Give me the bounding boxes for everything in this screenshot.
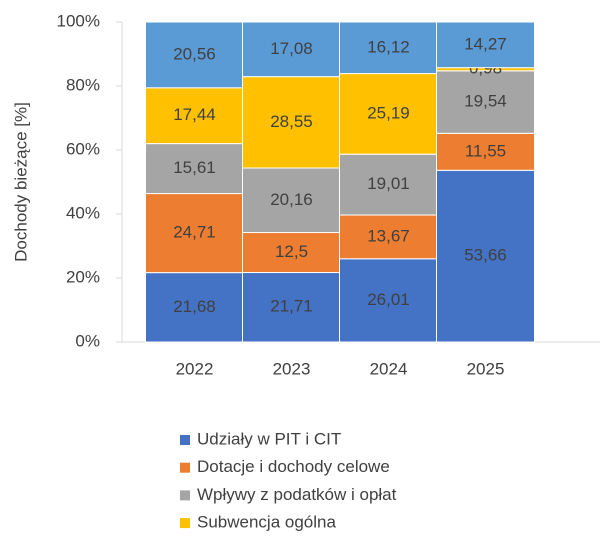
y-tick-label: 40% — [66, 203, 100, 222]
bar-segment — [339, 258, 438, 343]
legend-swatch — [180, 518, 190, 529]
bar-segment — [436, 70, 535, 134]
bar-segment — [436, 21, 535, 69]
data-label: 28,55 — [270, 112, 313, 131]
data-label: 26,01 — [367, 290, 410, 309]
data-label: 15,61 — [173, 158, 216, 177]
data-label: 19,01 — [367, 174, 410, 193]
y-tick-label: 80% — [66, 75, 100, 94]
data-label: 12,5 — [275, 242, 308, 261]
y-tick-label: 20% — [66, 267, 100, 286]
data-label: 21,68 — [173, 297, 216, 316]
bar-segment — [436, 132, 535, 171]
y-tick-label: 0% — [75, 331, 100, 350]
data-label: 17,44 — [173, 105, 216, 124]
bar-segment — [242, 167, 341, 234]
data-label: 13,67 — [367, 226, 410, 245]
legend-swatch — [180, 462, 190, 473]
x-tick-label: 2024 — [370, 359, 408, 378]
data-label: 20,16 — [270, 190, 313, 209]
legend-swatch — [180, 435, 190, 445]
data-label: 21,71 — [270, 297, 313, 316]
x-tick-label: 2025 — [467, 359, 505, 378]
data-label: 16,12 — [367, 37, 410, 56]
legend-label: Dotacje i dochody celowe — [197, 457, 390, 476]
legend-label: Wpływy z podatków i opłat — [197, 485, 397, 504]
data-label: 53,66 — [464, 246, 507, 265]
bar-segment — [339, 153, 438, 216]
x-tick-label: 2023 — [273, 359, 311, 378]
x-tick-label: 2022 — [176, 359, 214, 378]
legend-label: Subwencja ogólna — [197, 513, 336, 532]
bar-segment — [242, 76, 341, 169]
bar-segment — [339, 214, 438, 260]
legend-swatch — [180, 490, 190, 501]
y-axis-title: Dochody bieżące [%] — [11, 102, 30, 262]
data-label: 17,08 — [270, 39, 313, 58]
y-tick-label: 60% — [66, 139, 100, 158]
bar-segment — [339, 21, 438, 75]
data-label: 11,55 — [465, 141, 506, 160]
data-label: 25,19 — [367, 103, 410, 122]
data-label: 14,27 — [464, 34, 507, 53]
legend-label: Udziały w PIT i CIT — [197, 429, 341, 448]
bar-segment — [145, 193, 244, 274]
data-label: 20,56 — [173, 44, 216, 63]
bar-segment — [145, 272, 244, 343]
data-label: 24,71 — [173, 223, 216, 242]
y-tick-label: 100% — [57, 11, 100, 30]
data-label: 19,54 — [464, 92, 507, 111]
